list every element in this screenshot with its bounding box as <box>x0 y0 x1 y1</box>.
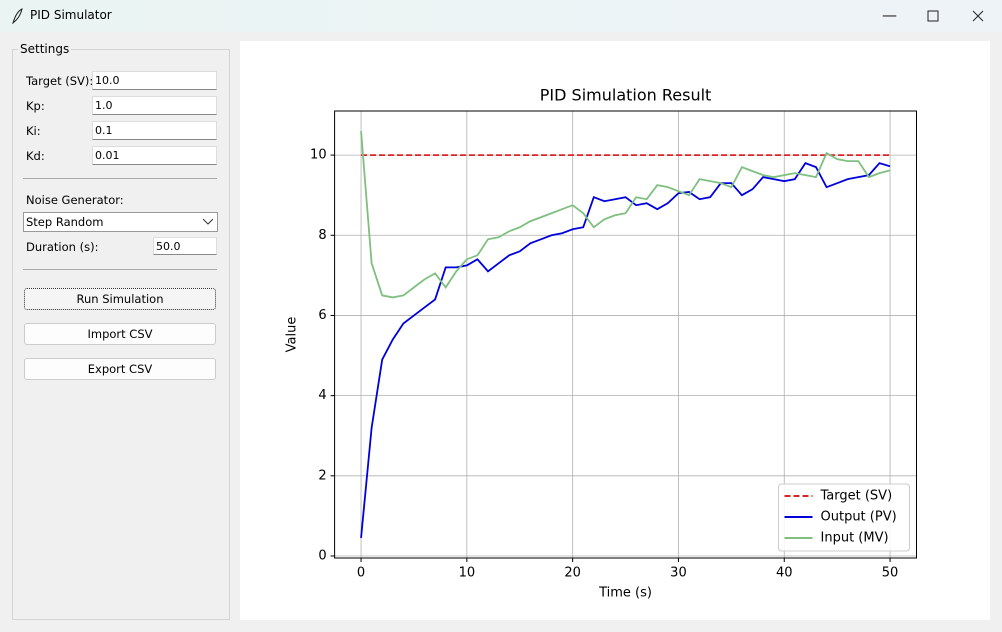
field-input[interactable]: 0.01 <box>92 146 217 165</box>
window-title: PID Simulator <box>30 8 112 22</box>
title-bar: PID Simulator — <box>0 0 1002 32</box>
legend-label: Input (MV) <box>821 531 889 546</box>
series-line <box>360 162 891 539</box>
field-input[interactable]: 1.0 <box>92 96 217 115</box>
y-tick-label: 6 <box>318 308 326 323</box>
x-tick-label: 30 <box>670 566 687 581</box>
duration-label: Duration (s): <box>26 240 99 254</box>
plot-frame <box>334 110 918 559</box>
y-tick-label: 2 <box>318 468 326 483</box>
x-axis-label: Time (s) <box>598 586 652 601</box>
y-tick-label: 8 <box>318 228 326 243</box>
chart: 0 10 20 30 40 50 0 2 4 6 8 10 PID Simulation Result T… <box>285 86 918 601</box>
duration-input[interactable]: 50.0 <box>153 237 217 255</box>
field-label: Target (SV): <box>26 74 94 88</box>
close-button[interactable] <box>972 10 984 22</box>
legend-label: Target (SV) <box>820 489 893 504</box>
app-icon <box>12 8 23 24</box>
field-input[interactable]: 0.1 <box>92 121 217 140</box>
series-line <box>360 130 891 299</box>
export-button[interactable]: Export CSV <box>24 358 216 380</box>
y-tick-label: 10 <box>310 148 327 163</box>
run-button[interactable]: Run Simulation <box>24 288 216 310</box>
noise-label: Noise Generator: <box>26 193 124 207</box>
field-label: Ki: <box>26 124 41 138</box>
field-label: Kd: <box>26 149 45 163</box>
maximize-button[interactable] <box>927 10 939 22</box>
x-tick-label: 40 <box>776 566 793 581</box>
x-tick-label: 20 <box>564 566 581 581</box>
x-tick-label: 10 <box>459 566 476 581</box>
settings-title: Settings <box>18 42 72 56</box>
legend-label: Output (PV) <box>821 510 897 525</box>
y-axis-label: Value <box>285 317 300 353</box>
separator <box>23 178 217 179</box>
x-tick-label: 50 <box>882 566 899 581</box>
field-label: Kp: <box>26 99 45 113</box>
legend-box <box>778 483 910 552</box>
separator <box>23 269 217 270</box>
x-tick-label: 0 <box>357 566 365 581</box>
chart-panel: 0 10 20 30 40 50 0 2 4 6 8 10 PID Simulation Result T… <box>240 41 990 620</box>
chart-title: PID Simulation Result <box>540 86 712 105</box>
y-tick-label: 0 <box>318 548 326 563</box>
noise-value: Step Random <box>26 215 104 229</box>
settings-group <box>12 49 230 620</box>
noise-select[interactable]: Step Random <box>23 212 218 232</box>
y-tick-label: 4 <box>318 388 326 403</box>
minimize-button[interactable]: — <box>882 6 897 24</box>
import-button[interactable]: Import CSV <box>24 323 216 345</box>
field-input[interactable]: 10.0 <box>92 71 217 90</box>
